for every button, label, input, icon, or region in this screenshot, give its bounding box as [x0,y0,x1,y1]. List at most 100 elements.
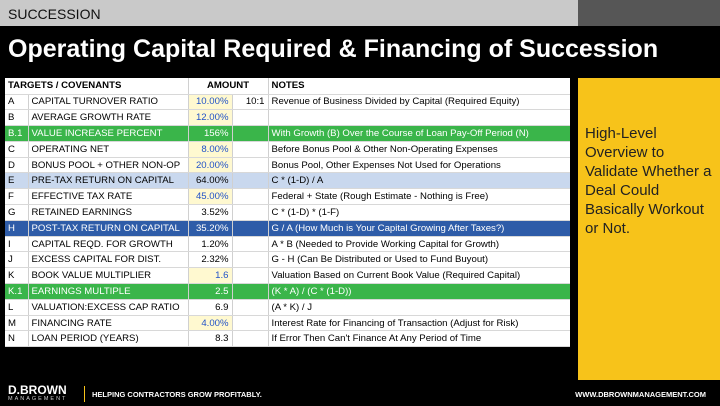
row-notes: C * (1-D) / A [267,172,570,190]
table-row: J EXCESS CAPITAL FOR DIST. 2.32% G - H (Can… [5,251,570,269]
row-ratio [231,141,269,158]
row-notes: (A * K) / J [267,299,570,316]
table-row: B AVERAGE GROWTH RATE 12.00% [5,109,570,127]
row-target: VALUATION:EXCESS CAP RATIO [27,299,189,316]
row-target: VALUE INCREASE PERCENT [27,125,189,142]
row-notes: Bonus Pool, Other Expenses Not Used for … [267,157,570,174]
row-amount: 1.20% [187,236,233,253]
row-amount: 6.9 [187,299,233,316]
separator [84,386,85,402]
row-id: I [5,236,28,253]
url: WWW.DBROWNMANAGEMENT.COM [575,390,706,399]
row-amount: 20.00% [187,157,233,174]
table: TARGETS / COVENANTS AMOUNT NOTES A CAPITA… [5,78,570,348]
row-target: EFFECTIVE TAX RATE [27,188,189,206]
row-target: EXCESS CAPITAL FOR DIST. [27,251,189,269]
row-id: C [5,141,28,158]
row-amount: 64.00% [187,172,233,190]
table-row: B.1 VALUE INCREASE PERCENT 156% With Growth… [5,125,570,142]
row-ratio: 10:1 [231,94,269,111]
logo-sub: MANAGEMENT [8,396,68,402]
logo: D.BROWN [8,383,67,397]
row-amount: 4.00% [187,315,233,332]
row-target: FINANCING RATE [27,315,189,332]
row-id: E [5,172,28,190]
row-id: A [5,94,28,111]
row-amount: 2.32% [187,251,233,269]
row-notes: If Error Then Can't Finance At Any Perio… [267,330,570,348]
row-notes: G - H (Can Be Distributed or Used to Fun… [267,251,570,269]
table-row: L VALUATION:EXCESS CAP RATIO 6.9 (A * K) / … [5,299,570,316]
row-notes: A * B (Needed to Provide Working Capital… [267,236,570,253]
row-target: BONUS POOL + OTHER NON-OP [27,157,189,174]
header-cell: TARGETS / COVENANTS [5,78,189,95]
table-row: K BOOK VALUE MULTIPLIER 1.6 Valuation Based… [5,267,570,285]
row-notes: G / A (How Much is Your Capital Growing … [267,220,570,237]
row-amount: 10.00% [187,94,233,111]
table-row: D BONUS POOL + OTHER NON-OP 20.00% Bonus Po… [5,157,570,174]
table-row: K.1 EARNINGS MULTIPLE 2.5 (K * A) / (C * (1… [5,283,570,300]
header-cell: AMOUNT [187,78,269,95]
row-id: H [5,220,28,237]
table-row: G RETAINED EARNINGS 3.52% C * (1-D) * (1-F) [5,204,570,221]
row-ratio [231,299,269,316]
table-row: I CAPITAL REQD. FOR GROWTH 1.20% A * B (Nee… [5,236,570,253]
row-notes: Interest Rate for Financing of Transacti… [267,315,570,332]
row-ratio [231,330,269,348]
row-target: PRE-TAX RETURN ON CAPITAL [27,172,189,190]
table-row: N LOAN PERIOD (YEARS) 8.3 If Error Then Can… [5,330,570,348]
row-target: OPERATING NET [27,141,189,158]
row-notes: (K * A) / (C * (1-D)) [267,283,570,300]
row-id: K [5,267,28,285]
row-id: N [5,330,28,348]
row-ratio [231,204,269,221]
row-ratio [231,109,269,127]
row-notes: Valuation Based on Current Book Value (R… [267,267,570,285]
row-amount: 8.3 [187,330,233,348]
row-ratio [231,157,269,174]
row-amount: 12.00% [187,109,233,127]
row-id: K.1 [5,283,28,300]
row-ratio [231,315,269,332]
row-id: G [5,204,28,221]
top-bar [578,0,720,26]
row-id: B.1 [5,125,28,142]
row-target: RETAINED EARNINGS [27,204,189,221]
table-row: H POST-TAX RETURN ON CAPITAL 35.20% G / A (… [5,220,570,237]
row-amount: 2.5 [187,283,233,300]
row-target: CAPITAL REQD. FOR GROWTH [27,236,189,253]
row-ratio [231,188,269,206]
section-label: SUCCESSION [0,0,578,26]
row-amount: 45.00% [187,188,233,206]
row-ratio [231,220,269,237]
table-row: E PRE-TAX RETURN ON CAPITAL 64.00% C * (1-D… [5,172,570,190]
table-row: A CAPITAL TURNOVER RATIO 10.00% 10:1 Revenue… [5,94,570,111]
row-target: LOAN PERIOD (YEARS) [27,330,189,348]
table-row: M FINANCING RATE 4.00% Interest Rate for Fi… [5,315,570,332]
row-ratio [231,172,269,190]
row-amount: 35.20% [187,220,233,237]
table-header: TARGETS / COVENANTS AMOUNT NOTES [5,78,570,95]
row-id: J [5,251,28,269]
row-ratio [231,283,269,300]
row-target: AVERAGE GROWTH RATE [27,109,189,127]
row-target: EARNINGS MULTIPLE [27,283,189,300]
row-amount: 1.6 [187,267,233,285]
row-id: F [5,188,28,206]
row-notes: Revenue of Business Divided by Capital (… [267,94,570,111]
header-cell: NOTES [267,78,570,95]
tagline: HELPING CONTRACTORS GROW PROFITABLY. [92,390,262,399]
row-target: BOOK VALUE MULTIPLIER [27,267,189,285]
row-ratio [231,236,269,253]
row-ratio [231,125,269,142]
row-amount: 156% [187,125,233,142]
row-id: L [5,299,28,316]
row-id: B [5,109,28,127]
row-ratio [231,267,269,285]
row-amount: 3.52% [187,204,233,221]
sidebar-note: High-Level Overview to Validate Whether … [578,78,720,380]
table-row: F EFFECTIVE TAX RATE 45.00% Federal + State… [5,188,570,206]
row-id: D [5,157,28,174]
table-row: C OPERATING NET 8.00% Before Bonus Pool & O… [5,141,570,158]
